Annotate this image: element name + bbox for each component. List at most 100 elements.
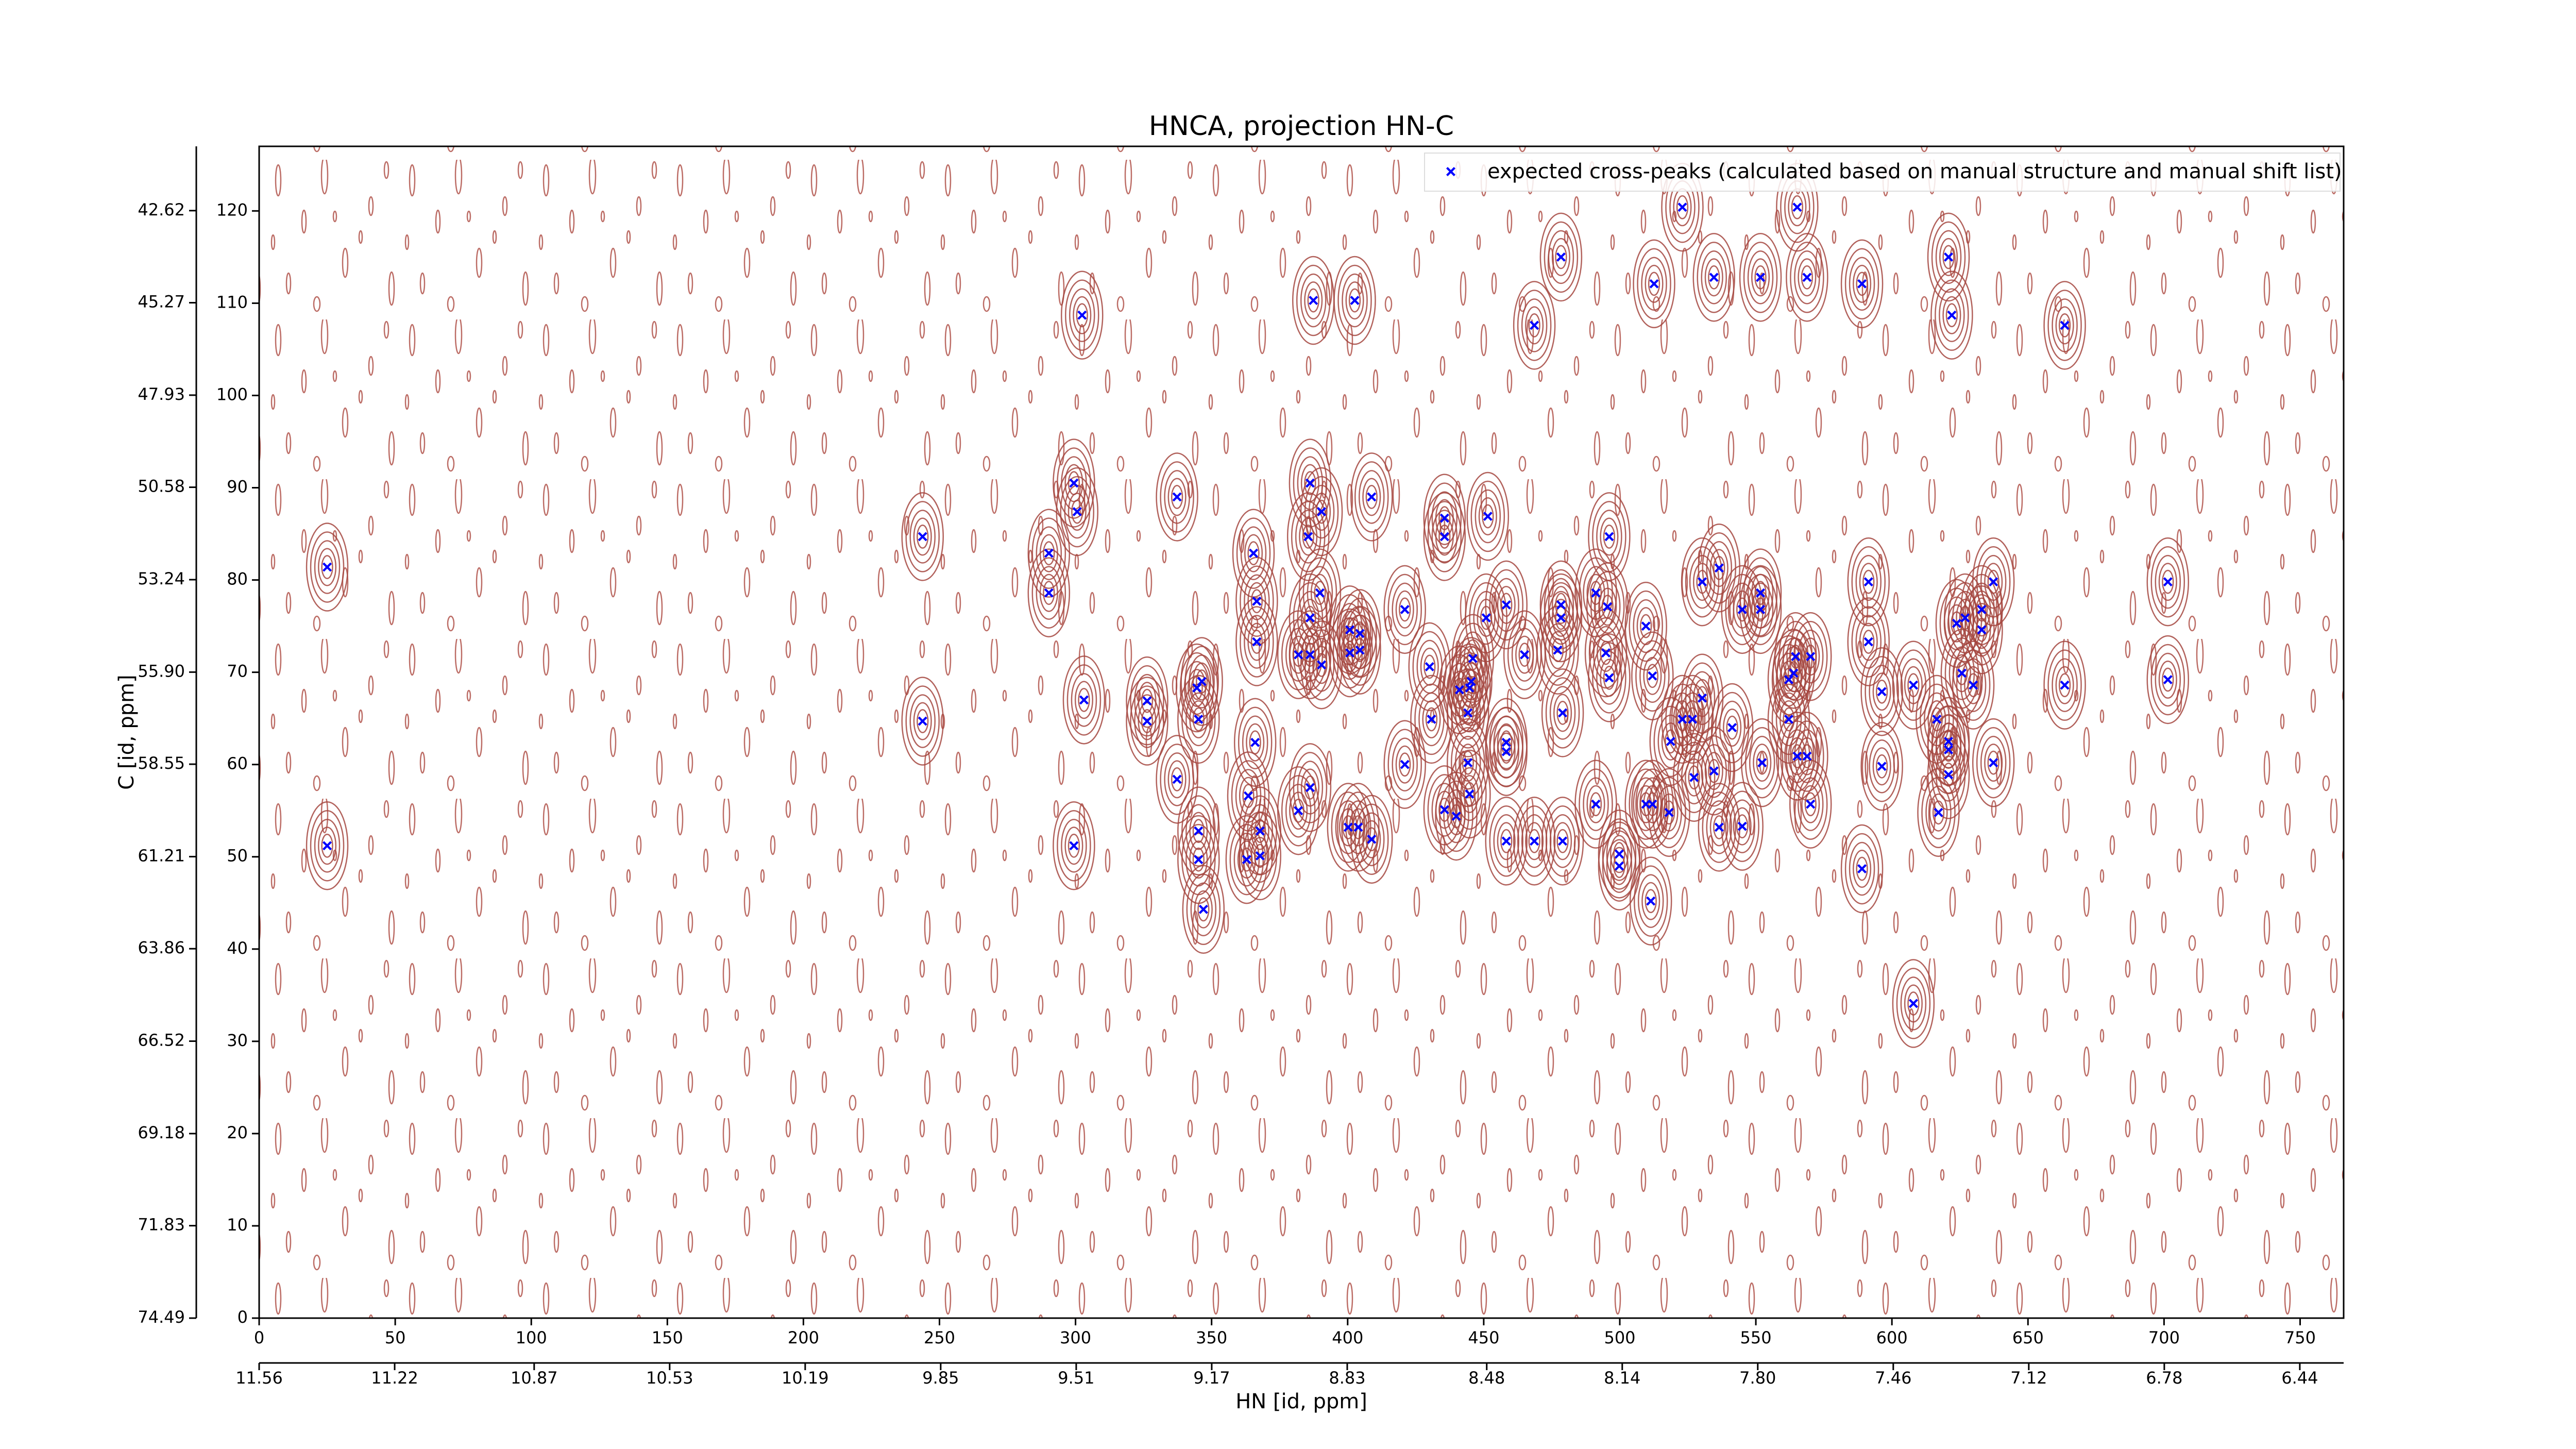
peak-contour [1855, 554, 1882, 609]
peak-contour [1337, 264, 1372, 336]
peak-contour [1353, 621, 1366, 646]
peak-contour [1299, 517, 1318, 556]
peak-contour [1721, 782, 1764, 871]
peak-contour [1069, 288, 1095, 342]
peak-contour [1790, 242, 1824, 313]
peak-contour [1719, 700, 1745, 755]
peak-contour [1904, 666, 1923, 704]
cross-peak [1666, 736, 1675, 746]
peak-contour [1952, 641, 1995, 730]
peak-contour [917, 525, 929, 549]
peak-contour [1862, 569, 1875, 594]
peak-contour [1485, 707, 1528, 796]
peak-contour [1359, 470, 1385, 524]
peak-contour [1723, 709, 1742, 747]
peak-contour [1247, 541, 1260, 565]
peak-contour [1847, 537, 1890, 627]
peak-contour [1801, 785, 1820, 823]
peak-contour [1338, 605, 1381, 695]
cross-peak [1698, 693, 1707, 703]
peak-contour [1598, 587, 1617, 626]
peak-contour [1856, 272, 1868, 296]
peak-contour [1354, 803, 1389, 875]
peak-contour [1060, 476, 1095, 548]
peak-contour [901, 492, 944, 581]
peak-contour [1551, 585, 1570, 624]
cross-peak [1944, 736, 1954, 746]
x-tick-label: 250 [924, 1328, 955, 1347]
peak-contour [1497, 822, 1516, 861]
peak-contour [1186, 873, 1221, 946]
peak-contour [1545, 677, 1580, 749]
cross-peak [1614, 861, 1624, 871]
cross-peak [1806, 652, 1816, 662]
cross-peak [1439, 805, 1449, 815]
peak-contour [1431, 491, 1458, 545]
cross-peak [1558, 708, 1568, 718]
peak-contour [1189, 700, 1208, 738]
peak-contour [1493, 814, 1519, 868]
cross-peak [1355, 629, 1365, 638]
y-tick-label: 10 [227, 1215, 248, 1235]
peak-contour [1939, 238, 1958, 276]
peak-contour [1624, 760, 1667, 849]
peak-contour [1342, 815, 1354, 839]
peak-contour [1500, 739, 1513, 764]
peak-contour [1588, 633, 1631, 722]
peak-contour [1064, 827, 1083, 865]
cross-peak [1989, 758, 1998, 768]
peak-contour [2158, 563, 2177, 601]
peak-contour [1539, 212, 1583, 302]
peak-contour [1645, 264, 1664, 303]
peak-contour [1463, 782, 1476, 806]
peak-contour [1860, 722, 1903, 811]
legend-symbol [1446, 167, 1455, 176]
peak-contour [1744, 727, 1780, 799]
cross-peak [1792, 203, 1802, 212]
peak-contour [1497, 732, 1516, 771]
cross-peak [1463, 758, 1473, 768]
peak-contour [1583, 566, 1609, 620]
peak-contour [1624, 581, 1667, 671]
cross-peak [1648, 799, 1657, 809]
peak-contour [1342, 273, 1368, 328]
cross-peak [1641, 799, 1651, 809]
cross-peak [1688, 714, 1698, 724]
peak-contour [2058, 313, 2071, 338]
cross-peak [1481, 613, 1491, 622]
peak-contour [1952, 654, 1971, 693]
peak-contour [1549, 686, 1576, 740]
peak-contour [1289, 791, 1308, 830]
peak-contour [1300, 273, 1327, 328]
peak-contour [306, 801, 349, 890]
peak-contour [1189, 840, 1208, 879]
cross-peak [1604, 673, 1614, 683]
peak-contour [1925, 785, 1952, 840]
cross-peak [1791, 652, 1801, 662]
peak-contour [1350, 795, 1393, 884]
peak-contour [1307, 566, 1333, 620]
x-axis-label: HN [id, ppm] [1235, 1390, 1367, 1413]
peak-contour [1747, 566, 1774, 620]
peak-contour [2043, 641, 2086, 730]
peak-contour [1450, 637, 1493, 726]
peak-contour [1194, 890, 1213, 929]
peak-contour [1043, 581, 1055, 605]
peak-contour [1551, 638, 1564, 662]
peak-contour [1589, 792, 1602, 817]
x2-tick-label: 11.56 [235, 1368, 283, 1388]
peak-contour [1739, 233, 1782, 322]
peak-contour [905, 685, 940, 757]
peak-contour [2150, 644, 2185, 716]
peak-contour [1984, 563, 2003, 601]
x-tick-label: 300 [1060, 1328, 1091, 1347]
peak-contour [1783, 707, 1795, 732]
peak-contour [1489, 569, 1523, 641]
cross-peak [1857, 279, 1867, 289]
peak-contour [1969, 582, 1995, 637]
peak-contour [1489, 805, 1523, 877]
peak-contour [1350, 452, 1393, 542]
peak-contour [1798, 777, 1824, 831]
peak-contour [1239, 811, 1281, 901]
peak-contour [1515, 635, 1534, 674]
